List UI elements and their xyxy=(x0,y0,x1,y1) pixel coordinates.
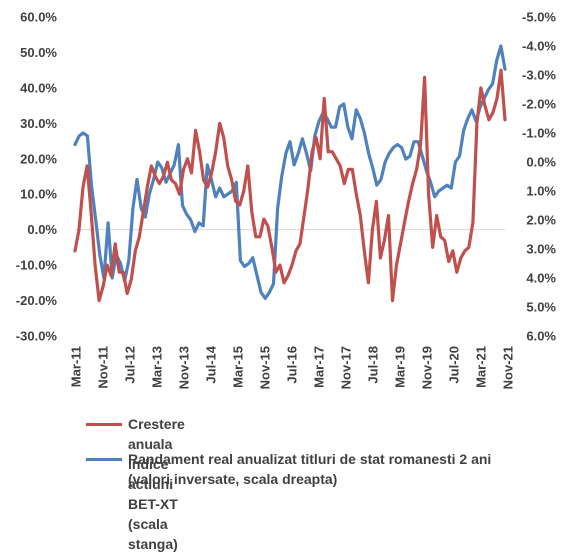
legend-swatch-blue xyxy=(86,458,122,461)
left-tick-label: 0.0% xyxy=(27,222,57,237)
left-tick-label: 60.0% xyxy=(20,10,57,25)
left-tick-label: 30.0% xyxy=(20,116,57,131)
x-tick-label: Mar-11 xyxy=(69,346,84,387)
left-tick-label: -10.0% xyxy=(16,258,58,273)
x-tick-label: Jul-16 xyxy=(285,346,300,384)
x-tick-label: Jul-20 xyxy=(447,346,462,384)
right-tick-label: 1.0% xyxy=(526,184,556,199)
left-tick-label: 20.0% xyxy=(20,151,57,166)
dual-axis-line-chart: 60.0% 50.0% 40.0% 30.0% 20.0% 10.0% 0.0% -10.0%… xyxy=(16,10,557,390)
x-tick-label: Mar-21 xyxy=(474,346,489,388)
x-tick-label: Nov-17 xyxy=(339,346,354,389)
right-tick-label: -5.0% xyxy=(522,10,556,25)
right-tick-label: 6.0% xyxy=(526,329,556,344)
x-tick-label: Nov-11 xyxy=(96,346,111,389)
x-tick-label: Nov-13 xyxy=(177,346,192,389)
x-tick-label: Jul-12 xyxy=(123,346,138,384)
x-axis: Mar-11 Nov-11 Jul-12 Mar-13 Nov-13 Jul-14 Mar-… xyxy=(69,345,516,389)
legend-item-bond-yield: Randament real anualizat titluri de stat… xyxy=(86,449,526,489)
x-tick-label: Nov-19 xyxy=(420,346,435,389)
left-tick-label: 40.0% xyxy=(20,80,57,95)
series-line-bond-yield xyxy=(73,44,507,300)
right-tick-label: 2.0% xyxy=(526,213,556,228)
right-tick-label: -4.0% xyxy=(522,39,556,54)
x-tick-label: Jul-14 xyxy=(204,345,219,383)
right-tick-label: 5.0% xyxy=(526,300,556,315)
legend-label: Randament real anualizat titluri de stat… xyxy=(128,451,492,487)
right-tick-label: 4.0% xyxy=(526,271,556,286)
right-tick-label: -1.0% xyxy=(522,126,556,141)
right-tick-label: 0.0% xyxy=(526,155,556,170)
series-line-bet-xt xyxy=(73,68,507,303)
legend-swatch-red xyxy=(86,423,122,426)
right-tick-label: -3.0% xyxy=(522,68,556,83)
left-axis: 60.0% 50.0% 40.0% 30.0% 20.0% 10.0% 0.0% -10.0%… xyxy=(16,10,58,344)
left-tick-label: 50.0% xyxy=(20,45,57,60)
x-tick-label: Nov-21 xyxy=(501,346,516,389)
x-tick-label: Mar-13 xyxy=(150,346,165,388)
left-tick-label: -30.0% xyxy=(16,329,58,344)
x-tick-label: Jul-18 xyxy=(366,346,381,384)
x-tick-label: Mar-19 xyxy=(393,346,408,388)
x-tick-label: Nov-15 xyxy=(258,346,273,389)
x-tick-label: Mar-15 xyxy=(231,346,246,388)
left-tick-label: -20.0% xyxy=(16,293,58,308)
right-axis: -5.0% -4.0% -3.0% -2.0% -1.0% 0.0% 1.0% 2.0% 3.0… xyxy=(522,10,556,344)
right-tick-label: 3.0% xyxy=(526,242,556,257)
right-tick-label: -2.0% xyxy=(522,97,556,112)
left-tick-label: 10.0% xyxy=(20,187,57,202)
x-tick-label: Mar-17 xyxy=(312,346,327,388)
plot-area xyxy=(73,44,507,303)
